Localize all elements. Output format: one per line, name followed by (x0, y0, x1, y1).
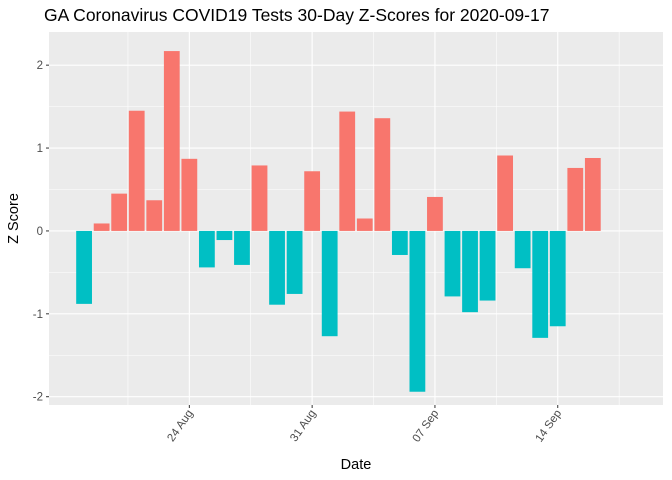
bar (391, 230, 408, 255)
bar (146, 200, 163, 231)
y-axis: -2 -1 0 1 2 (33, 60, 49, 404)
bar (514, 230, 531, 269)
y-tick-label: -2 (33, 392, 43, 404)
x-tick-label: 14 Sep (533, 408, 564, 445)
bar (234, 230, 250, 265)
bar (216, 230, 233, 241)
x-tick-label: 24 Aug (165, 408, 195, 444)
bar (549, 230, 566, 327)
x-tick-label: 31 Aug (288, 408, 318, 444)
x-axis: 24 Aug 31 Aug 07 Sep 14 Sep (165, 405, 564, 445)
bar (286, 230, 303, 294)
bar (356, 218, 373, 231)
x-tick-label: 07 Sep (411, 408, 442, 445)
bar (427, 196, 443, 231)
bar (321, 230, 338, 337)
bar (93, 223, 110, 231)
bar (181, 158, 198, 231)
bar (251, 165, 268, 231)
bar (304, 171, 321, 231)
y-axis-title: Z Score (6, 193, 22, 244)
bar (76, 230, 92, 304)
chart-title: GA Coronavirus COVID19 Tests 30-Day Z-Sc… (44, 5, 550, 25)
bar (444, 230, 461, 297)
bar (584, 157, 601, 231)
bar (497, 155, 514, 231)
bars (76, 51, 601, 392)
bar (111, 193, 128, 231)
y-tick-label: 2 (37, 60, 43, 72)
bar (567, 167, 584, 231)
bar (409, 230, 426, 392)
bar (479, 230, 496, 301)
y-tick-label: -1 (33, 309, 43, 321)
bar (462, 230, 478, 313)
x-axis-title: Date (341, 457, 372, 473)
bar (198, 230, 215, 268)
y-tick-label: 0 (37, 226, 43, 238)
bar (163, 51, 180, 231)
bar (269, 230, 285, 305)
bar (128, 110, 145, 231)
bar (374, 118, 391, 231)
y-tick-label: 1 (37, 143, 43, 155)
bar (532, 230, 549, 338)
bar (339, 111, 356, 231)
